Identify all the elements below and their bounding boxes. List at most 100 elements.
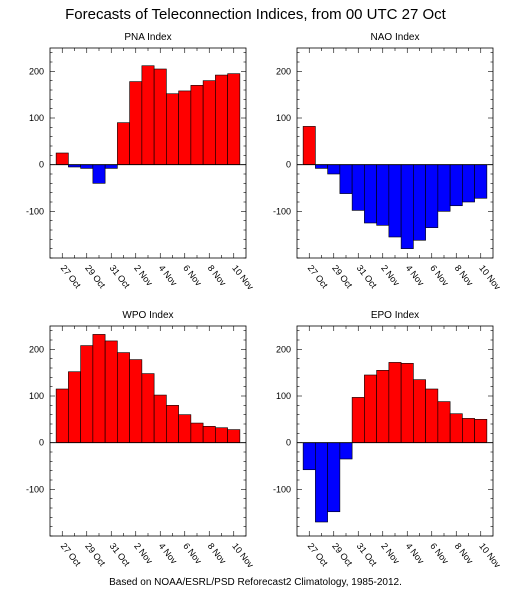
bar-30-oct: [92, 164, 106, 184]
bar-8-nov: [202, 80, 216, 165]
bar-9-nov: [215, 427, 228, 443]
bar-5-nov: [413, 379, 426, 443]
x-tick-label: 6 Nov: [181, 263, 204, 288]
x-tick-label: 8 Nov: [206, 263, 229, 288]
x-tick-label: 31 Oct: [108, 263, 133, 290]
bar-29-oct: [80, 164, 94, 169]
bar-7-nov: [190, 85, 204, 165]
bar-27-oct: [302, 126, 316, 165]
y-tick-label: 0: [286, 160, 291, 170]
bar-1-nov: [364, 374, 377, 443]
x-tick-label: 8 Nov: [453, 263, 476, 288]
bar-9-nov: [462, 418, 475, 443]
x-tick-label: 27 Oct: [59, 263, 84, 290]
bar-30-oct: [339, 442, 353, 460]
bar-6-nov: [425, 164, 439, 228]
y-tick-label: -100: [26, 206, 44, 216]
bar-30-oct: [92, 334, 106, 443]
x-tick-label: 4 Nov: [157, 263, 180, 288]
y-tick-label: 0: [39, 160, 44, 170]
bar-4-nov: [400, 164, 414, 249]
y-tick-label: 200: [29, 66, 44, 76]
y-tick-label: 200: [276, 344, 291, 354]
y-tick-label: 0: [286, 438, 291, 448]
y-tick-label: -100: [273, 484, 291, 494]
page-title: Forecasts of Teleconnection Indices, fro…: [65, 6, 446, 23]
x-tick-label: 4 Nov: [404, 263, 427, 288]
bar-3-nov: [388, 164, 402, 238]
x-tick-label: 27 Oct: [59, 541, 84, 568]
y-tick-label: 200: [276, 66, 291, 76]
bar-1-nov: [117, 122, 130, 165]
bar-27-oct: [302, 442, 316, 471]
chart-panel-3: WPO Index -100 0 100 200 27 Oct 29 Oct 31 Oct 2 …: [26, 310, 256, 570]
x-tick-label: 27 Oct: [306, 541, 331, 568]
x-tick-label: 31 Oct: [355, 263, 380, 290]
x-tick-label: 31 Oct: [108, 541, 133, 568]
y-tick-label: 200: [29, 344, 44, 354]
bar-27-oct: [55, 152, 69, 165]
bar-28-oct: [68, 371, 81, 443]
bar-6-nov: [178, 414, 192, 443]
bar-7-nov: [437, 164, 451, 212]
chart-title: PNA Index: [124, 32, 171, 43]
x-tick-label: 8 Nov: [453, 541, 476, 566]
bar-3-nov: [388, 362, 402, 443]
bar-31-oct: [104, 340, 118, 443]
chart-panel-4: EPO Index -100 0 100 200 27 Oct 29 Oct 31 Oct 2 …: [273, 310, 503, 570]
chart-title: WPO Index: [122, 310, 173, 321]
x-tick-label: 2 Nov: [379, 263, 402, 288]
bar-9-nov: [215, 74, 228, 165]
y-tick-label: 100: [276, 391, 291, 401]
bar-5-nov: [166, 93, 179, 165]
x-tick-label: 29 Oct: [330, 541, 355, 568]
x-tick-label: 2 Nov: [132, 541, 155, 566]
chart-panel-1: PNA Index -100 0 100 200 27 Oct 29 Oct 31 Oct 2 …: [26, 32, 256, 292]
y-tick-label: -100: [273, 206, 291, 216]
bar-10-nov: [227, 429, 241, 443]
bar-31-oct: [104, 164, 118, 169]
x-tick-label: 8 Nov: [206, 541, 229, 566]
bar-6-nov: [178, 90, 192, 165]
bar-9-nov: [462, 164, 475, 203]
bar-8-nov: [449, 413, 463, 443]
bar-1-nov: [364, 164, 377, 224]
bar-4-nov: [153, 394, 167, 443]
x-tick-label: 27 Oct: [306, 263, 331, 290]
x-tick-label: 29 Oct: [83, 541, 108, 568]
bar-5-nov: [413, 164, 426, 241]
chart-title: NAO Index: [371, 32, 420, 43]
x-tick-label: 10 Nov: [477, 541, 503, 570]
x-tick-label: 10 Nov: [230, 263, 256, 292]
bar-29-oct: [327, 164, 341, 175]
y-tick-label: 100: [276, 113, 291, 123]
bar-8-nov: [449, 164, 463, 207]
bar-2-nov: [129, 81, 143, 165]
bar-27-oct: [55, 388, 69, 443]
bar-30-oct: [339, 164, 353, 194]
bar-10-nov: [474, 164, 488, 199]
x-tick-label: 2 Nov: [132, 263, 155, 288]
x-tick-label: 2 Nov: [379, 541, 402, 566]
bar-31-oct: [351, 164, 365, 211]
bar-1-nov: [117, 352, 130, 443]
bar-7-nov: [190, 422, 204, 443]
bar-2-nov: [376, 164, 390, 226]
bar-2-nov: [376, 370, 390, 443]
bar-5-nov: [166, 405, 179, 443]
bar-28-oct: [315, 164, 328, 169]
chart-panel-2: NAO Index -100 0 100 200 27 Oct 29 Oct 31 Oct 2 …: [273, 32, 503, 292]
bar-29-oct: [327, 442, 341, 513]
y-tick-label: -100: [26, 484, 44, 494]
bar-7-nov: [437, 401, 451, 443]
bar-29-oct: [80, 345, 94, 443]
x-tick-label: 29 Oct: [330, 263, 355, 290]
bar-3-nov: [141, 65, 155, 165]
bar-31-oct: [351, 397, 365, 443]
y-tick-label: 100: [29, 113, 44, 123]
bar-3-nov: [141, 373, 155, 443]
x-tick-label: 6 Nov: [428, 263, 451, 288]
chart-title: EPO Index: [371, 310, 419, 321]
x-tick-label: 4 Nov: [157, 541, 180, 566]
